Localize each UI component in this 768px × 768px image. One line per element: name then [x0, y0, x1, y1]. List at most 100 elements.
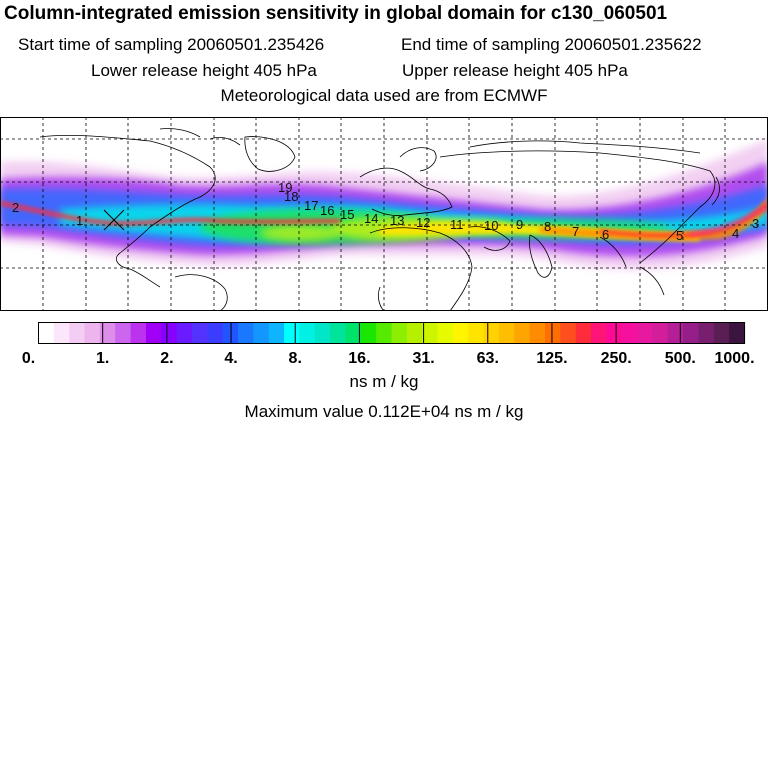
colorbar-swatch	[99, 322, 116, 344]
plume-yellowgreen-2	[260, 225, 340, 241]
trajectory-label: 10	[484, 218, 498, 233]
colorbar-swatch	[406, 322, 423, 344]
colorbar-swatch	[560, 322, 577, 344]
colorbar-swatch	[161, 322, 178, 344]
trajectory-label: 6	[602, 227, 609, 242]
coast-arabia	[469, 226, 511, 251]
coast-india	[529, 234, 553, 278]
trajectory-label: 3	[752, 216, 759, 231]
colorbar: 0. 1. 2. 4. 8. 16. 31. 63. 125. 250. 500. 1000.	[22, 322, 755, 367]
plot-title: Column-integrated emission sensitivity i…	[4, 3, 668, 24]
colorbar-tick-label: 1.	[96, 350, 109, 367]
start-sampling-time: Start time of sampling 20060501.235426	[18, 35, 325, 54]
colorbar-swatch	[452, 322, 469, 344]
colorbar-tick-labels: 0. 1. 2. 4. 8. 16. 31. 63. 125. 250. 500. 1000.	[22, 350, 755, 367]
colorbar-swatch	[729, 322, 746, 344]
end-sampling-time: End time of sampling 20060501.235622	[401, 35, 702, 54]
trajectory-label: 9	[516, 217, 523, 232]
colorbar-swatch	[514, 322, 531, 344]
colorbar-swatch	[69, 322, 86, 344]
trajectory-label: 15	[340, 207, 354, 222]
coast-greenland	[244, 136, 296, 172]
colorbar-swatch	[238, 322, 254, 344]
colorbar-swatch	[207, 322, 224, 344]
colorbar-swatch	[191, 322, 208, 344]
colorbar-swatch	[268, 322, 285, 344]
colorbar-tick-label: 250.	[601, 350, 632, 367]
colorbar-swatch	[575, 322, 592, 344]
colorbar-swatch	[176, 322, 193, 344]
colorbar-swatch	[606, 322, 623, 344]
colorbar-swatch	[713, 322, 730, 344]
release-location-marker	[103, 209, 125, 231]
colorbar-swatch	[529, 322, 546, 344]
colorbar-swatch	[698, 322, 715, 344]
trajectory-label: 4	[732, 226, 739, 241]
colorbar-swatch	[299, 322, 316, 344]
colorbar-swatch	[483, 322, 500, 344]
coast-southeast-asia	[599, 236, 665, 296]
trajectory-label: 1	[76, 213, 83, 228]
colorbar-swatch	[376, 322, 393, 344]
colorbar-units: ns m / kg	[349, 372, 419, 391]
colorbar-swatch	[330, 322, 347, 344]
colorbar-swatch	[284, 322, 301, 344]
colorbar-swatch	[498, 322, 515, 344]
colorbar-tick-label: 1000.	[714, 350, 754, 367]
plume-red-core	[1, 201, 341, 226]
colorbar-swatch	[53, 322, 70, 344]
trajectory-labels: 2 1 19 18 17 16 15 14 13 12 11 10 9 8 7 …	[12, 180, 759, 243]
trajectory-label: 11	[450, 217, 464, 232]
colorbar-tick-label: 0.	[22, 350, 35, 367]
colorbar-swatch	[38, 322, 55, 344]
coast-canada-islands	[159, 128, 241, 146]
colorbar-ticks	[102, 322, 681, 344]
coast-scandinavia	[399, 147, 437, 172]
colorbar-swatch	[314, 322, 331, 344]
colorbar-swatch	[591, 322, 607, 344]
colorbar-tick-label: 2.	[160, 350, 173, 367]
colorbar-frame	[38, 322, 745, 344]
colorbar-tick-label: 16.	[348, 350, 370, 367]
colorbar-tick-label: 63.	[477, 350, 499, 367]
trajectory-label: 19	[278, 180, 292, 195]
lower-release-height: Lower release height 405 hPa	[91, 61, 317, 80]
colorbar-swatch	[360, 322, 377, 344]
trajectory-label: 2	[12, 200, 19, 215]
trajectory-label: 8	[544, 219, 551, 234]
colorbar-tick-label: 500.	[665, 350, 696, 367]
colorbar-tick-label: 4.	[224, 350, 237, 367]
trajectory-label: 13	[390, 213, 404, 228]
coast-japan	[711, 176, 720, 206]
coast-north-america	[39, 134, 216, 288]
colorbar-swatch	[637, 322, 654, 344]
trajectory-label: 16	[320, 203, 334, 218]
trajectory-label: 18	[284, 189, 298, 204]
colorbar-tick-label: 125.	[536, 350, 567, 367]
coastlines	[39, 128, 720, 311]
colorbar-swatch	[253, 322, 270, 344]
lat-lon-grid	[0, 117, 768, 311]
trajectory-label: 17	[304, 198, 318, 213]
coast-asia	[439, 150, 716, 264]
colorbar-tick-label: 31.	[412, 350, 434, 367]
coast-europe	[359, 167, 453, 216]
coast-siberia-north	[469, 140, 701, 154]
coast-africa	[369, 227, 473, 311]
maximum-value: Maximum value 0.112E+04 ns m / kg	[244, 402, 524, 421]
colorbar-swatch	[345, 322, 362, 344]
trajectory-label: 5	[676, 228, 683, 243]
colorbar-swatch	[621, 322, 638, 344]
upper-release-height: Upper release height 405 hPa	[402, 61, 628, 80]
trajectory-label: 7	[572, 224, 579, 239]
colorbar-swatches	[38, 322, 746, 344]
trajectory-label: 14	[364, 211, 378, 226]
sensitivity-map: 2 1 19 18 17 16 15 14 13 12 11 10 9 8 7 …	[0, 117, 768, 311]
colorbar-swatch	[145, 322, 162, 344]
colorbar-swatch	[544, 322, 561, 344]
colorbar-swatch	[652, 322, 669, 344]
met-data-source: Meteorological data used are from ECMWF	[220, 86, 548, 105]
colorbar-swatch	[84, 322, 101, 344]
colorbar-swatch	[391, 322, 408, 344]
colorbar-tick-label: 8.	[289, 350, 302, 367]
